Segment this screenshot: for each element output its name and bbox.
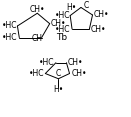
Text: •HC: •HC	[2, 33, 17, 42]
Text: CH•: CH•	[91, 25, 106, 34]
Text: •HC: •HC	[2, 21, 17, 30]
Text: CH•: CH•	[68, 58, 83, 67]
Text: CH•: CH•	[29, 5, 45, 14]
Text: CH: CH	[32, 34, 43, 43]
Text: CH•: CH•	[94, 10, 109, 19]
Text: H•: H•	[53, 85, 64, 94]
Text: C: C	[56, 69, 61, 78]
Text: Tb: Tb	[56, 33, 68, 42]
Text: CH•: CH•	[51, 19, 66, 28]
Text: •HC: •HC	[55, 11, 70, 20]
Text: •HC: •HC	[29, 69, 44, 78]
Text: CH•: CH•	[71, 69, 87, 78]
Text: C: C	[84, 1, 89, 10]
Text: H•: H•	[66, 3, 76, 12]
Text: •HC: •HC	[39, 58, 55, 67]
Text: •HC: •HC	[55, 25, 70, 34]
